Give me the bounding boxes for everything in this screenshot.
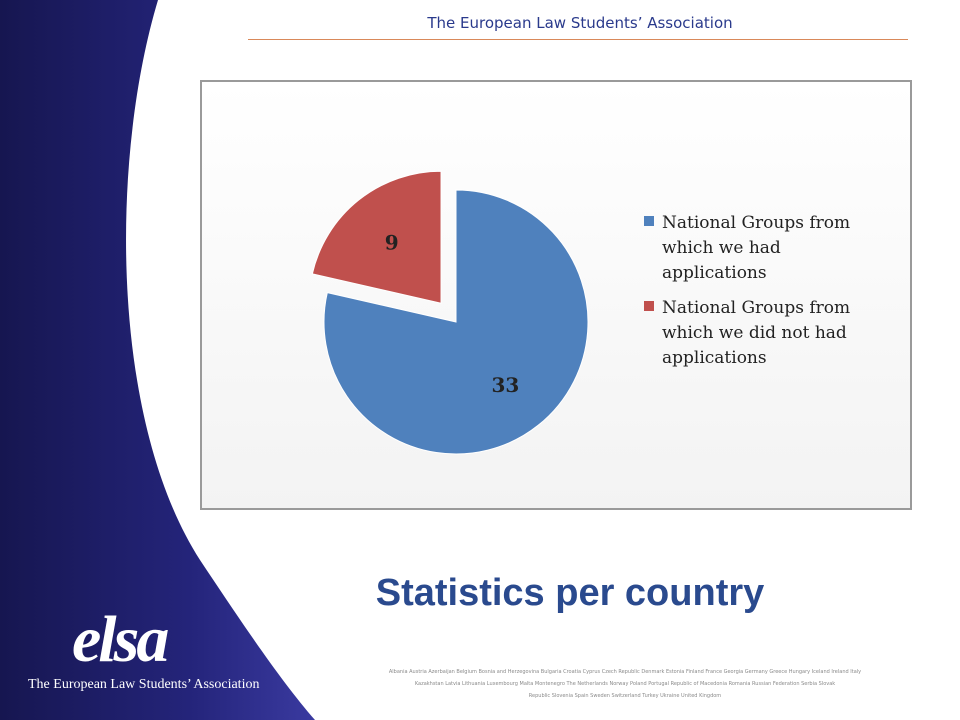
header-divider: [248, 39, 908, 40]
logo-caption: The European Law Students’ Association: [28, 677, 260, 692]
pie-chart: 33 9 National Groups from which we had appl…: [311, 170, 850, 455]
pie-slice: [311, 170, 442, 304]
chart-frame: 33 9 National Groups from which we had appl…: [200, 80, 912, 510]
country-list: Albania Austria Azerbaijan Belgium Bosni…: [330, 666, 920, 702]
legend-swatch: [644, 216, 654, 226]
elsa-logo: elsa: [72, 603, 169, 676]
header-title: The European Law Students’ Association: [427, 14, 733, 32]
pie-data-label: 9: [385, 230, 399, 254]
pie-slice: [323, 189, 589, 455]
country-line: Republic Slovenia Spain Sweden Switzerla…: [528, 693, 722, 699]
pie-data-label: 33: [491, 373, 519, 397]
legend-entry: National Groups from which we had applicat…: [662, 213, 850, 283]
legend-entry: National Groups from which we did not had…: [662, 298, 850, 368]
slide-title: Statistics per country: [375, 572, 765, 614]
country-line: Albania Austria Azerbaijan Belgium Bosni…: [388, 669, 862, 675]
country-line: Kazakhstan Latvia Lithuania Luxembourg M…: [414, 681, 836, 687]
legend-swatch: [644, 301, 654, 311]
